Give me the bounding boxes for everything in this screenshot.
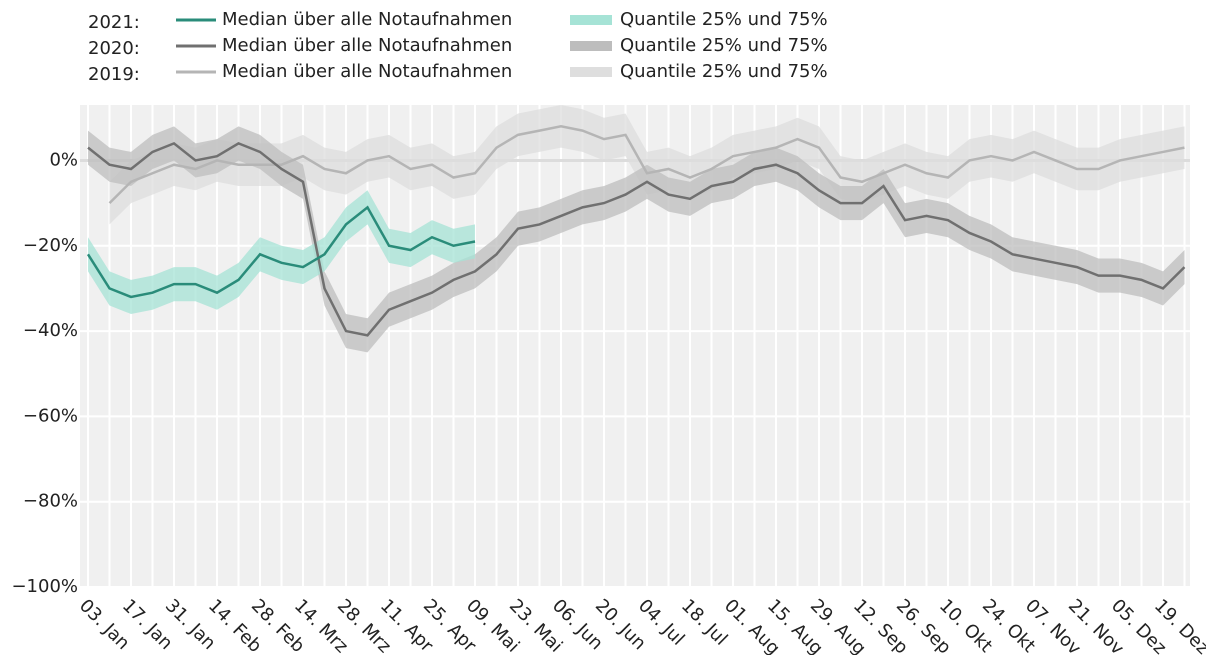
legend-year: 2021: (88, 12, 140, 33)
legend-label: Quantile 25% und 75% (620, 61, 828, 82)
y-tick-label: −100% (11, 576, 78, 597)
median-line (108, 125, 1185, 204)
y-tick-label: −60% (23, 405, 78, 426)
legend-band-swatch (570, 15, 612, 25)
y-tick-label: 0% (49, 149, 78, 170)
legend-label: Median über alle Notaufnahmen (222, 35, 512, 56)
legend-label: Median über alle Notaufnahmen (222, 9, 512, 30)
legend-year: 2020: (88, 38, 140, 59)
median-line (86, 205, 476, 299)
legend-band-swatch (570, 67, 612, 77)
legend-label: Median über alle Notaufnahmen (222, 61, 512, 82)
x-tick-label: 18. Jul (677, 595, 732, 650)
y-tick-label: −40% (23, 320, 78, 341)
median-line (87, 141, 1186, 337)
quantile-band (88, 126, 1185, 353)
legend-label: Quantile 25% und 75% (620, 35, 828, 56)
y-tick-label: −80% (23, 491, 78, 512)
y-tick-label: −20% (23, 235, 78, 256)
legend-year: 2019: (88, 64, 140, 85)
legend-band-swatch (570, 41, 612, 51)
legend-label: Quantile 25% und 75% (620, 9, 828, 30)
